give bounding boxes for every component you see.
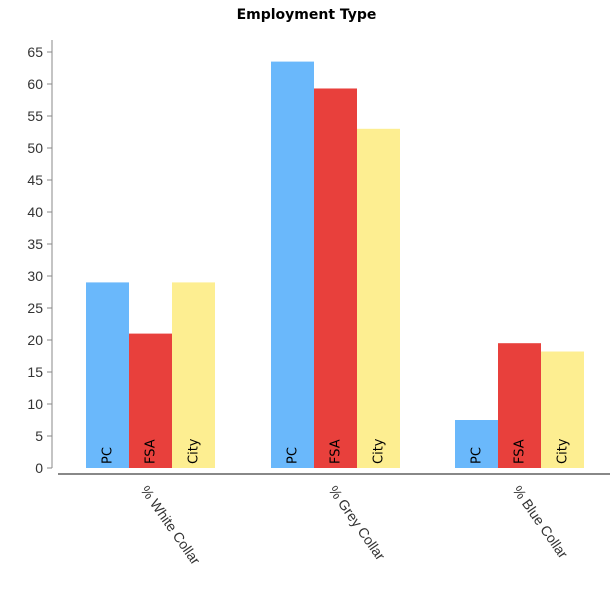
bar-series-label: PC <box>470 447 485 464</box>
y-tick-label: 30 <box>27 268 43 284</box>
y-tick-label: 0 <box>35 460 43 476</box>
y-tick-label: 45 <box>27 172 43 188</box>
y-tick-label: 15 <box>27 364 43 380</box>
bar <box>86 282 129 468</box>
y-tick-label: 25 <box>27 300 43 316</box>
bar-series-label: FSA <box>329 439 344 464</box>
y-tick-label: 20 <box>27 332 43 348</box>
x-category-label: % White Collar <box>138 483 204 568</box>
y-tick-label: 5 <box>35 428 43 444</box>
y-tick-label: 40 <box>27 204 43 220</box>
bar-series-label: PC <box>101 447 116 464</box>
y-tick-label: 60 <box>27 76 43 92</box>
bar-series-label: PC <box>286 447 301 464</box>
chart-title: Employment Type <box>236 7 377 23</box>
bar <box>357 128 400 469</box>
y-tick-label: 50 <box>27 140 43 156</box>
bar-series-label: City <box>556 438 571 464</box>
bar <box>455 420 498 468</box>
y-tick-label: 35 <box>27 236 43 252</box>
bar <box>314 88 357 468</box>
bar-series-label: FSA <box>144 439 159 464</box>
bar-series-label: FSA <box>513 439 528 464</box>
y-tick-label: 55 <box>27 108 43 124</box>
bar <box>271 61 314 468</box>
bar-series-label: City <box>187 438 202 464</box>
y-tick-label: 10 <box>27 396 43 412</box>
bar <box>129 333 172 468</box>
bar <box>498 343 541 468</box>
bar <box>541 351 584 468</box>
x-category-label: % Blue Collar <box>510 483 572 562</box>
bar <box>172 282 215 468</box>
x-category-label: % Grey Collar <box>326 483 389 564</box>
y-tick-label: 65 <box>27 44 43 60</box>
bar-series-label: City <box>372 438 387 464</box>
